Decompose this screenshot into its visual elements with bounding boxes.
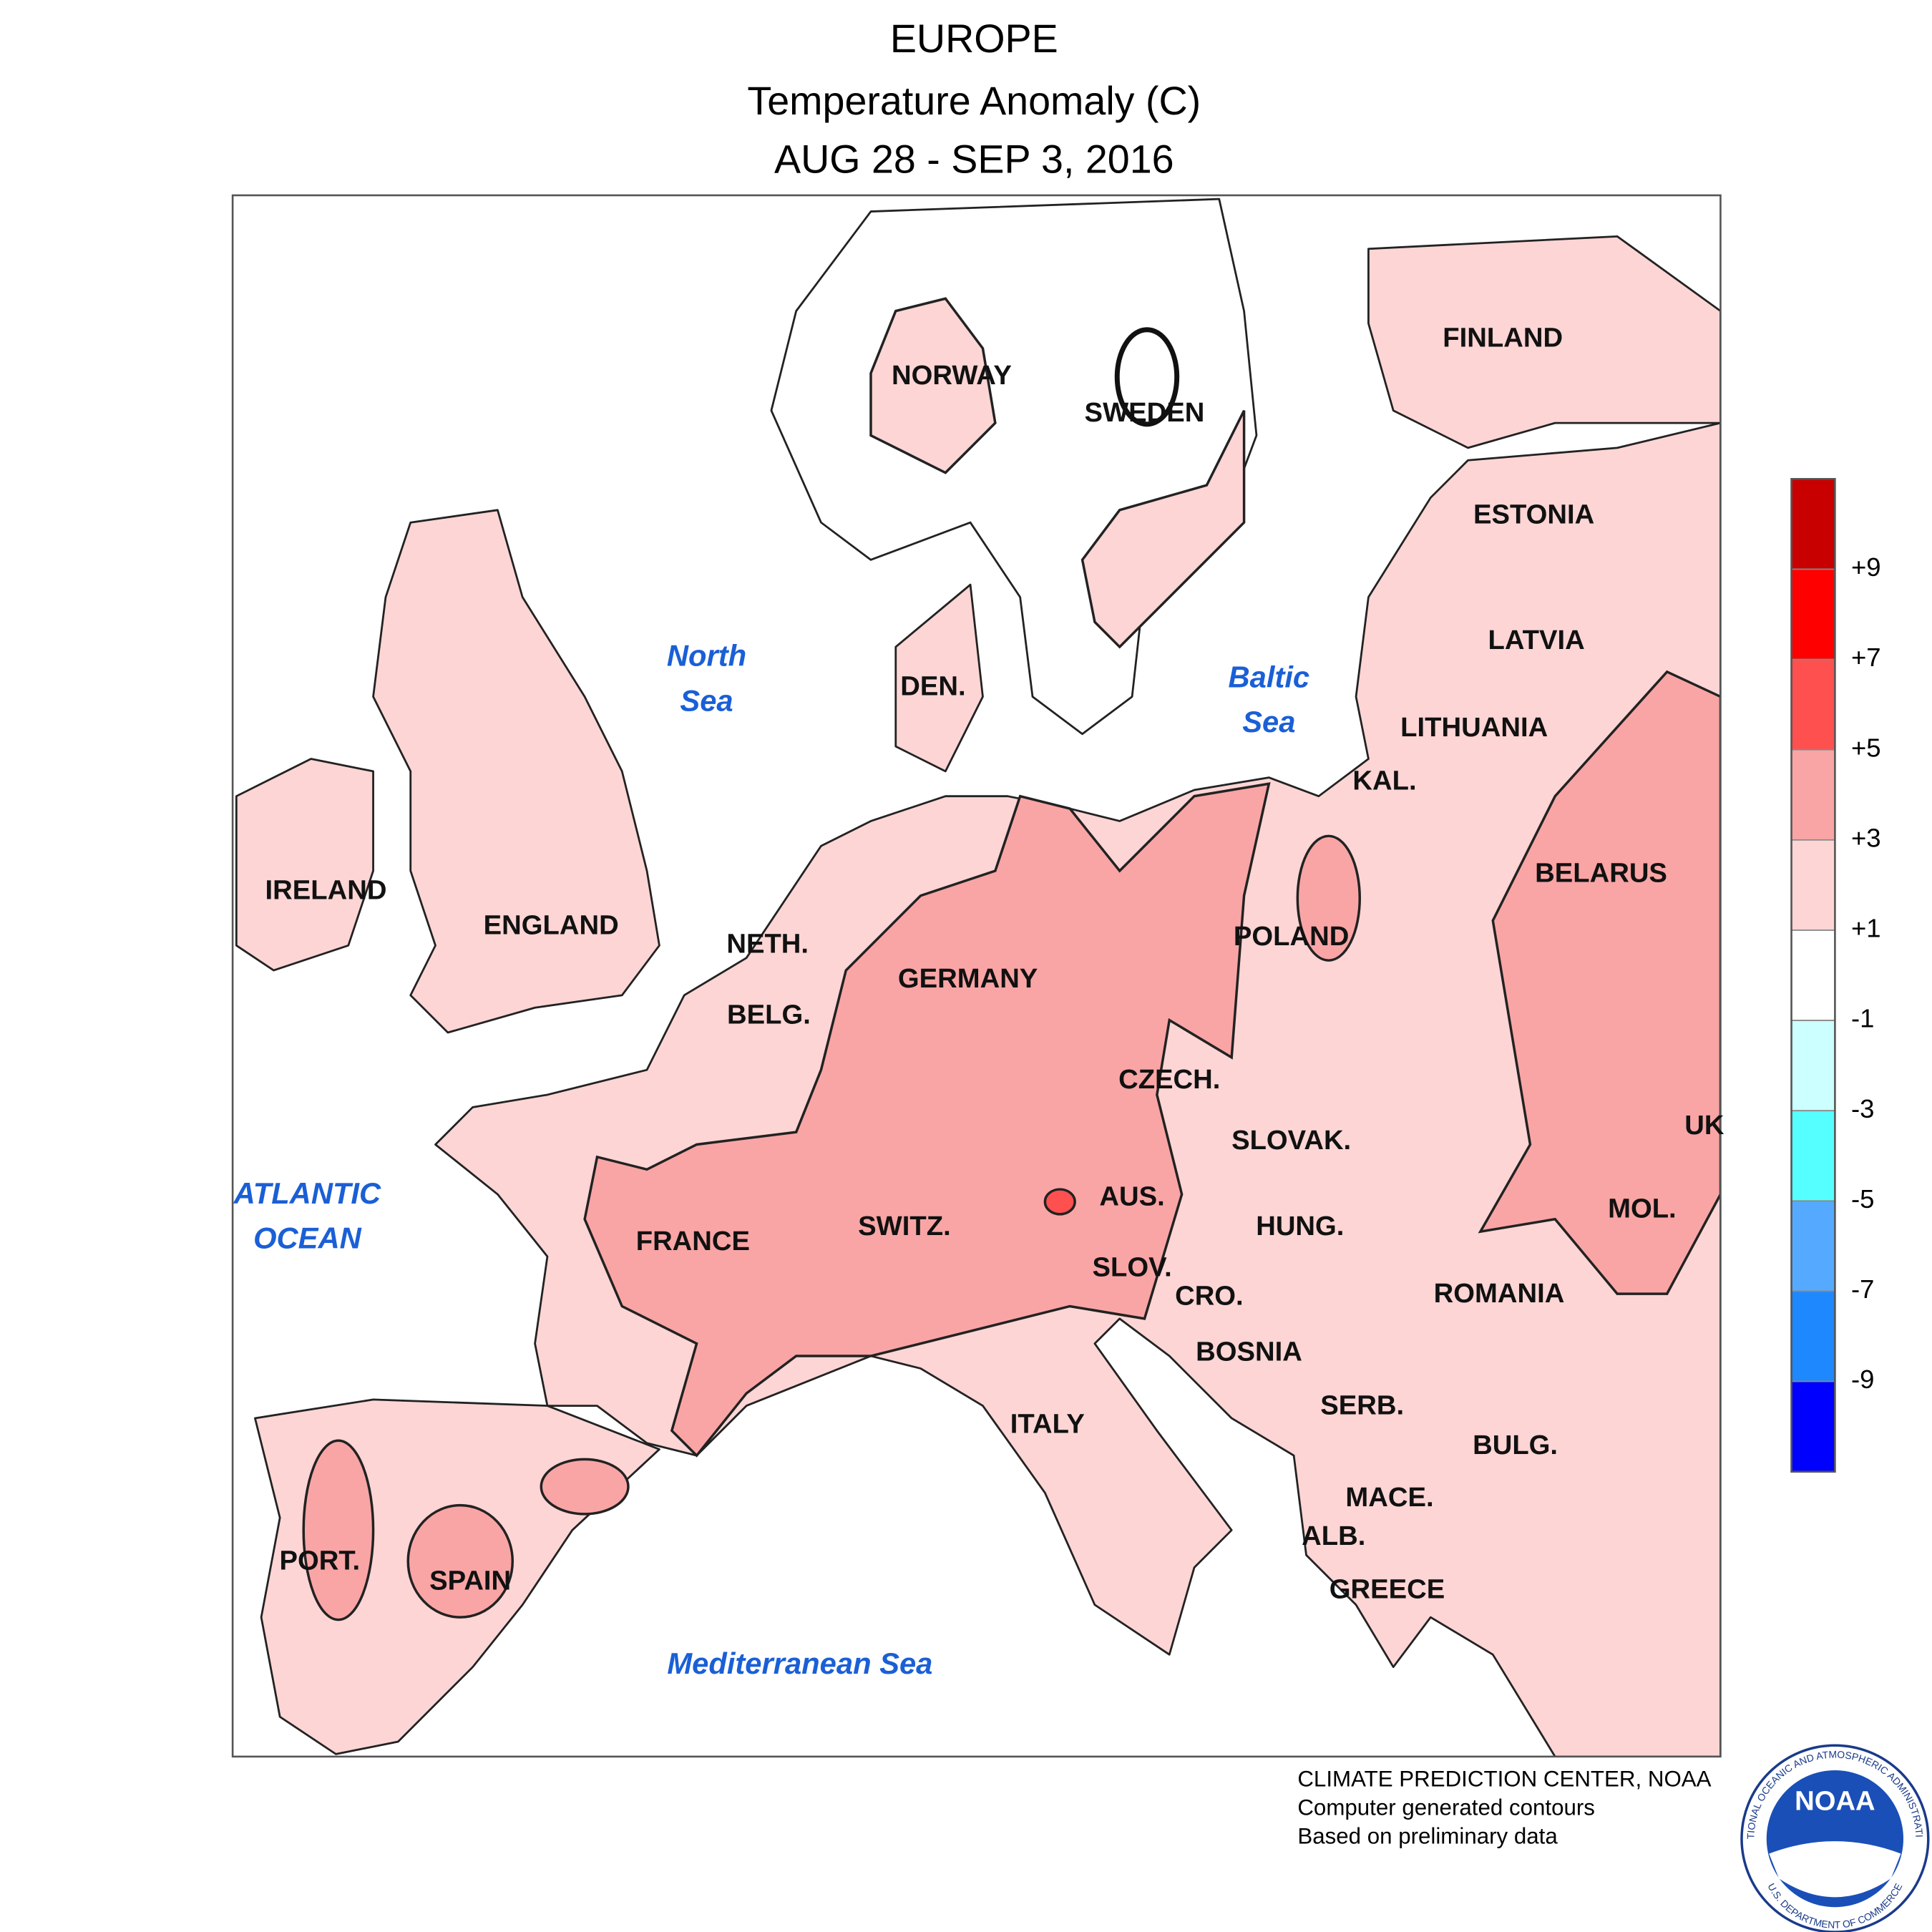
- legend-tick-label: -3: [1851, 1094, 1874, 1123]
- sea-label: Sea: [1242, 705, 1295, 738]
- legend-swatch: [1790, 930, 1836, 1021]
- legend-swatch: [1790, 1020, 1836, 1112]
- country-label: CRO.: [1175, 1280, 1244, 1311]
- anomaly-area: [1478, 670, 1721, 1295]
- country-label: NETH.: [726, 928, 809, 959]
- country-label: ENGLAND: [484, 909, 619, 940]
- country-label: GREECE: [1330, 1574, 1445, 1605]
- denmark: [894, 583, 984, 773]
- anomaly-area: [1043, 1188, 1076, 1216]
- country-label: SPAIN: [429, 1566, 511, 1596]
- anomaly-area: [583, 782, 1271, 1458]
- subtitle: Temperature Anomaly (C): [747, 79, 1201, 123]
- country-label: BULG.: [1473, 1430, 1558, 1460]
- country-label: BELARUS: [1535, 857, 1667, 888]
- country-label: ALB.: [1302, 1521, 1365, 1551]
- anomaly-area: [302, 1439, 375, 1621]
- legend-tick-label: +9: [1851, 552, 1881, 582]
- finland: [1367, 235, 1721, 449]
- country-label: NORWAY: [892, 360, 1012, 391]
- credit: Computer generated contours: [1297, 1795, 1595, 1820]
- country-label: MOL.: [1608, 1194, 1677, 1224]
- legend-tick-label: +1: [1851, 914, 1881, 943]
- ireland: [235, 758, 374, 972]
- legend-swatch: [1790, 658, 1836, 751]
- logo-name: NOAA: [1795, 1786, 1875, 1817]
- country-label: SERB.: [1320, 1390, 1404, 1420]
- country-label: GERMANY: [898, 963, 1038, 994]
- legend-swatch: [1790, 1380, 1836, 1473]
- legend-swatch: [1790, 839, 1836, 931]
- country-label: ROMANIA: [1434, 1278, 1565, 1309]
- sea-label: ATLANTIC: [233, 1176, 381, 1210]
- title: EUROPE: [890, 16, 1058, 61]
- country-label: PORT.: [280, 1546, 361, 1576]
- country-label: IRELAND: [265, 875, 387, 906]
- country-label: SWITZ.: [858, 1211, 951, 1241]
- country-label: ITALY: [1010, 1408, 1085, 1439]
- legend-tick-label: -9: [1851, 1365, 1874, 1394]
- country-label: FINLAND: [1443, 323, 1563, 353]
- country-label: POLAND: [1234, 921, 1349, 952]
- sea-label: Baltic: [1229, 660, 1310, 693]
- anomaly-area: [540, 1458, 630, 1516]
- country-label: SLOVAK.: [1231, 1125, 1351, 1156]
- country-label: SWEDEN: [1085, 397, 1205, 428]
- country-label: LITHUANIA: [1400, 712, 1548, 743]
- country-label: UK: [1684, 1110, 1724, 1141]
- great-britain: [372, 509, 660, 1034]
- sea-label: North: [667, 639, 746, 673]
- map-frame: [231, 194, 1722, 1758]
- logo-gull: [1769, 1841, 1901, 1898]
- anomaly-area: [869, 297, 1246, 649]
- country-label: LATVIA: [1488, 625, 1585, 655]
- legend-swatch: [1790, 748, 1836, 841]
- credit: CLIMATE PREDICTION CENTER, NOAA: [1297, 1767, 1711, 1792]
- legend-swatch: [1790, 1290, 1836, 1382]
- legend-tick-label: +3: [1851, 823, 1881, 852]
- country-label: DEN.: [900, 671, 965, 702]
- legend-tick-label: +7: [1851, 643, 1881, 672]
- credit: Based on preliminary data: [1297, 1824, 1558, 1849]
- legend-tick-label: -1: [1851, 1004, 1874, 1033]
- country-label: BELG.: [727, 1000, 811, 1030]
- anomaly-area: [406, 1503, 514, 1619]
- country-label: SLOV.: [1092, 1252, 1171, 1282]
- country-label: FRANCE: [636, 1226, 750, 1257]
- legend-tick-label: -5: [1851, 1184, 1874, 1214]
- country-label: CZECH.: [1118, 1064, 1220, 1095]
- sea-labels: North Sea Baltic Sea ATLANTIC OCEAN Mediterran…: [233, 639, 1309, 1680]
- sea-label: Mediterranean Sea: [667, 1646, 932, 1680]
- date: AUG 28 - SEP 3, 2016: [774, 137, 1174, 182]
- legend-swatch: [1790, 1110, 1836, 1202]
- contour: [1114, 327, 1180, 427]
- legend-frame: [1790, 478, 1836, 1473]
- country-label: HUNG.: [1256, 1211, 1344, 1241]
- sea-label: OCEAN: [253, 1221, 362, 1254]
- country-label: BOSNIA: [1196, 1337, 1302, 1367]
- map: NORWAY SWEDEN FINLAND ESTONIA LATVIA LITHUANI…: [231, 194, 1724, 1758]
- country-label: MACE.: [1345, 1482, 1433, 1513]
- country-label: AUS.: [1099, 1181, 1164, 1211]
- country-labels: NORWAY SWEDEN FINLAND ESTONIA LATVIA LITHUANI…: [265, 323, 1724, 1605]
- legend: +9 +7 +5 +3 +1 -1 -3 -5 -7 -9: [1790, 478, 1881, 1473]
- anomaly-area: [1296, 834, 1361, 962]
- legend-swatch: [1790, 478, 1836, 570]
- country-label: KAL.: [1352, 766, 1416, 796]
- legend-tick-label: -7: [1851, 1274, 1874, 1304]
- sea-label: Sea: [680, 683, 733, 717]
- legend-swatch: [1790, 568, 1836, 660]
- legend-tick-label: +5: [1851, 733, 1881, 762]
- legend-swatch: [1790, 1200, 1836, 1292]
- country-label: ESTONIA: [1473, 499, 1594, 530]
